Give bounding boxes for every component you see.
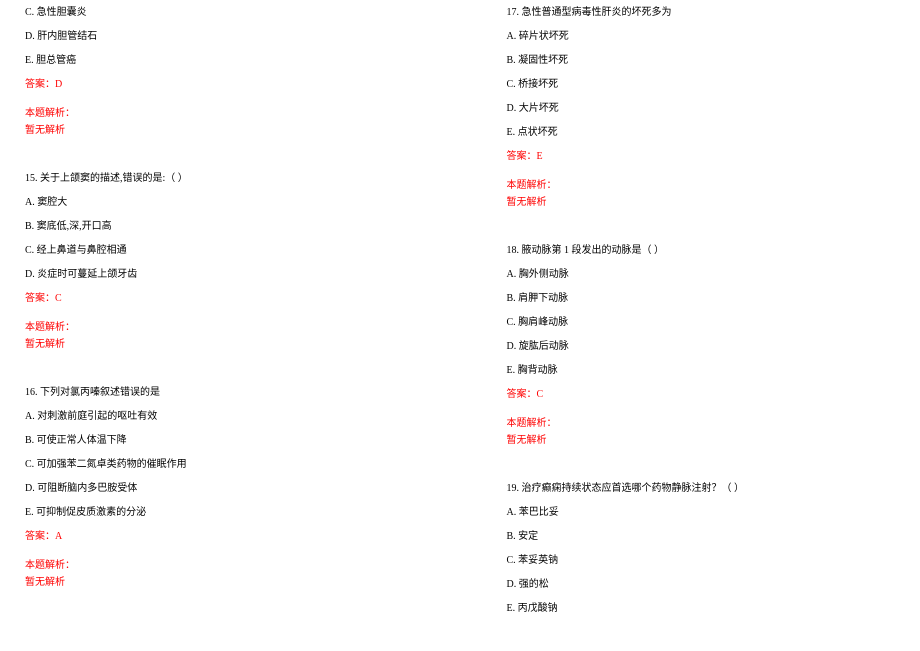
option-text: A. 窦腔大 — [25, 198, 439, 208]
explain-body: 暂无解析 — [25, 335, 439, 350]
explain-body: 暂无解析 — [507, 431, 920, 446]
option-text: A. 碎片状坏死 — [507, 32, 920, 42]
explain-body: 暂无解析 — [25, 121, 439, 136]
option-text: C. 苯妥英钠 — [507, 556, 920, 566]
option-text: C. 经上鼻道与鼻腔相通 — [25, 246, 439, 256]
answer-text: 答案：C — [25, 294, 439, 304]
option-text: C. 胸肩峰动脉 — [507, 318, 920, 328]
option-text: A. 苯巴比妥 — [507, 508, 920, 518]
explain-header: 本题解析： — [25, 556, 439, 571]
question-stem: 17. 急性普通型病毒性肝炎的坏死多为 — [507, 8, 920, 18]
left-column: C. 急性胆囊炎 D. 肝内胆管结石 E. 胆总管癌 答案：D 本题解析： 暂无… — [0, 0, 439, 651]
spacer — [507, 460, 920, 484]
explain-header: 本题解析： — [507, 414, 920, 429]
option-text: E. 点状坏死 — [507, 128, 920, 138]
option-text: E. 可抑制促皮质激素的分泌 — [25, 508, 439, 518]
option-text: B. 可使正常人体温下降 — [25, 436, 439, 446]
right-column: 17. 急性普通型病毒性肝炎的坏死多为 A. 碎片状坏死 B. 凝固性坏死 C.… — [439, 0, 920, 651]
question-stem: 16. 下列对氯丙嗪叙述错误的是 — [25, 388, 439, 398]
answer-text: 答案：D — [25, 80, 439, 90]
page-container: C. 急性胆囊炎 D. 肝内胆管结石 E. 胆总管癌 答案：D 本题解析： 暂无… — [0, 0, 920, 651]
option-text: D. 可阻断脑内多巴胺受体 — [25, 484, 439, 494]
option-text: D. 强的松 — [507, 580, 920, 590]
option-text: B. 凝固性坏死 — [507, 56, 920, 66]
question-stem: 15. 关于上颌窦的描述,错误的是:（ ） — [25, 174, 439, 184]
option-text: D. 肝内胆管结石 — [25, 32, 439, 42]
option-text: A. 对刺激前庭引起的呕吐有效 — [25, 412, 439, 422]
spacer — [25, 364, 439, 388]
option-text: D. 大片坏死 — [507, 104, 920, 114]
option-text: E. 胸背动脉 — [507, 366, 920, 376]
answer-text: 答案：C — [507, 390, 920, 400]
option-text: B. 窦底低,深,开口高 — [25, 222, 439, 232]
explain-body: 暂无解析 — [25, 573, 439, 588]
spacer — [507, 222, 920, 246]
explain-body: 暂无解析 — [507, 193, 920, 208]
option-text: B. 肩胛下动脉 — [507, 294, 920, 304]
option-text: E. 丙戊酸钠 — [507, 604, 920, 614]
spacer — [25, 150, 439, 174]
option-text: C. 桥接坏死 — [507, 80, 920, 90]
option-text: C. 急性胆囊炎 — [25, 8, 439, 18]
explain-header: 本题解析： — [507, 176, 920, 191]
option-text: C. 可加强苯二氮卓类药物的催眠作用 — [25, 460, 439, 470]
explain-header: 本题解析： — [25, 318, 439, 333]
answer-text: 答案：E — [507, 152, 920, 162]
option-text: E. 胆总管癌 — [25, 56, 439, 66]
option-text: D. 旋肱后动脉 — [507, 342, 920, 352]
question-stem: 19. 治疗癫痫持续状态应首选哪个药物静脉注射？（ ） — [507, 484, 920, 494]
answer-text: 答案：A — [25, 532, 439, 542]
option-text: D. 炎症时可蔓延上颌牙齿 — [25, 270, 439, 280]
question-stem: 18. 腋动脉第 1 段发出的动脉是（ ） — [507, 246, 920, 256]
option-text: B. 安定 — [507, 532, 920, 542]
explain-header: 本题解析： — [25, 104, 439, 119]
option-text: A. 胸外侧动脉 — [507, 270, 920, 280]
